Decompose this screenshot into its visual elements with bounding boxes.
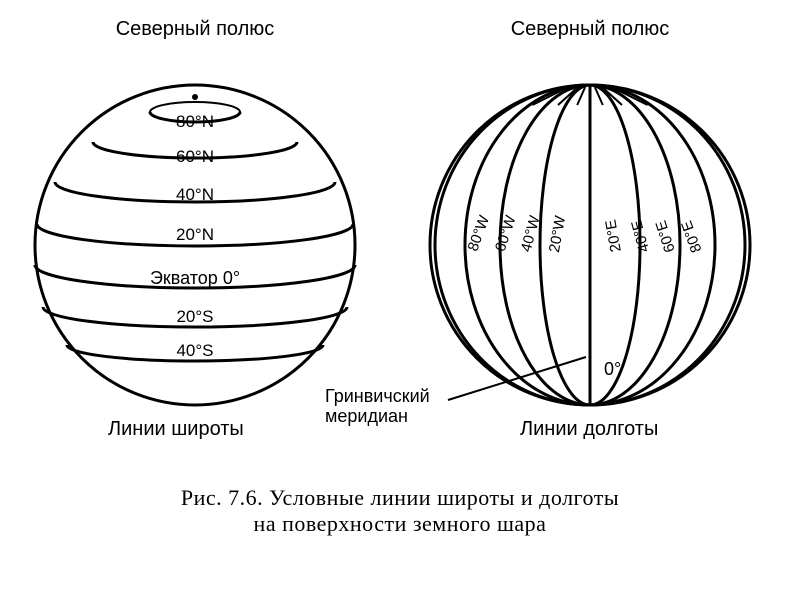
figure-caption: Рис. 7.6. Условные линии широты и долгот… (0, 485, 800, 537)
left-globe-bottom-label: Линии широты (108, 418, 244, 441)
greenwich-callout: Гринвичский меридиан (325, 387, 430, 427)
meridian-arc (500, 85, 590, 405)
latitude-label: Экватор 0° (150, 268, 240, 288)
prime-meridian-label: 0° (604, 359, 621, 379)
meridian-label: 80°E (678, 218, 705, 255)
latitude-label: 20°N (176, 225, 214, 244)
right-globe-bottom-label: Линии долготы (520, 418, 658, 441)
meridian-label: 20°W (546, 214, 569, 254)
figure-container: { "figure": { "bg": "#ffffff", "stroke":… (0, 0, 800, 600)
latitude-label: 40°N (176, 185, 214, 204)
meridian-label: 80°W (464, 212, 493, 253)
caption-line-1: Рис. 7.6. Условные линии широты и долгот… (0, 485, 800, 511)
latitude-label: 40°S (176, 341, 213, 360)
meridian-label: 60°E (653, 218, 679, 254)
latitude-label: 60°N (176, 147, 214, 166)
meridian-label: 20°E (602, 218, 624, 253)
meridian-label: 60°W (492, 213, 520, 254)
latitude-label: 80°N (176, 112, 214, 131)
caption-line-2: на поверхности земного шара (0, 511, 800, 537)
meridian-label: 40°E (628, 218, 653, 254)
meridian-arc (435, 85, 590, 405)
callout-leader (448, 357, 586, 400)
north-pole-dot (192, 94, 198, 100)
latitude-label: 20°S (176, 307, 213, 326)
